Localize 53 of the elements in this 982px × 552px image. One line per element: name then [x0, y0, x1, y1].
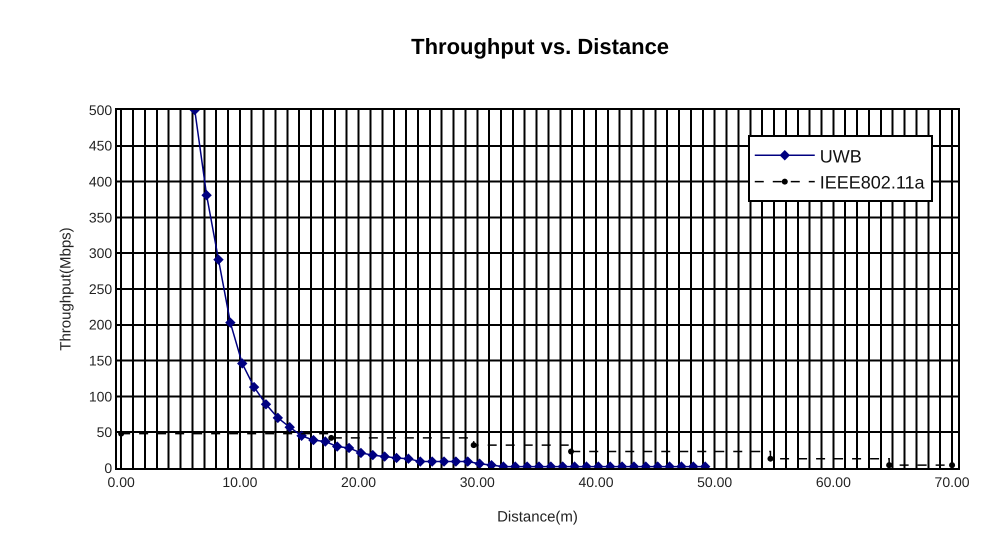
chart-title: Throughput vs. Distance: [411, 34, 670, 60]
point: [284, 422, 295, 432]
y-tick-label: 250: [88, 280, 112, 297]
y-tick-label: 100: [88, 388, 112, 404]
x-tick-label: 0.00: [108, 474, 135, 490]
point: [450, 456, 462, 467]
point: [201, 190, 212, 200]
point: [118, 430, 124, 437]
y-tick-label: 500: [88, 102, 112, 118]
point: [415, 456, 426, 467]
point: [462, 456, 473, 467]
point: [356, 448, 366, 458]
y-tick-label: 200: [88, 316, 112, 333]
x-tick-label: 10.00: [222, 474, 258, 490]
point: [225, 317, 236, 328]
x-tick-label: 50.00: [697, 474, 732, 490]
legend-label: IEEE802.11a: [820, 172, 926, 193]
point: [272, 412, 284, 424]
x-tick-label: 60.00: [816, 474, 852, 490]
point: [438, 456, 450, 467]
y-axis-title: Throughput(Mbps): [58, 227, 75, 351]
x-tick-label: 20.00: [341, 474, 376, 490]
point: [260, 399, 272, 410]
point: [237, 358, 248, 369]
y-tick-label: 450: [88, 138, 112, 154]
point: [368, 450, 378, 460]
point: [320, 436, 331, 447]
point: [391, 452, 402, 464]
point: [403, 453, 414, 464]
point: [332, 441, 342, 452]
y-tick-label: 50: [96, 424, 112, 440]
point: [379, 451, 390, 462]
point: [308, 434, 319, 446]
point: [213, 254, 224, 265]
point: [328, 434, 334, 441]
x-tick-label: 70.00: [934, 474, 970, 490]
point: [474, 458, 485, 468]
x-tick-label: 40.00: [578, 474, 614, 490]
x-tick-label: 30.00: [460, 474, 495, 490]
y-tick-label: 400: [88, 174, 112, 190]
point: [426, 456, 438, 467]
point: [470, 442, 477, 448]
y-tick-label: 0: [104, 460, 112, 476]
point: [248, 382, 260, 392]
legend-label: UWB: [820, 146, 862, 166]
y-tick-label: 150: [88, 352, 112, 368]
y-tick-label: 350: [88, 209, 112, 226]
point: [344, 442, 354, 454]
x-axis-title: Distance(m): [497, 508, 578, 526]
y-tick-label: 300: [88, 245, 112, 262]
point: [949, 462, 956, 468]
point: [767, 456, 774, 462]
point: [568, 448, 574, 455]
